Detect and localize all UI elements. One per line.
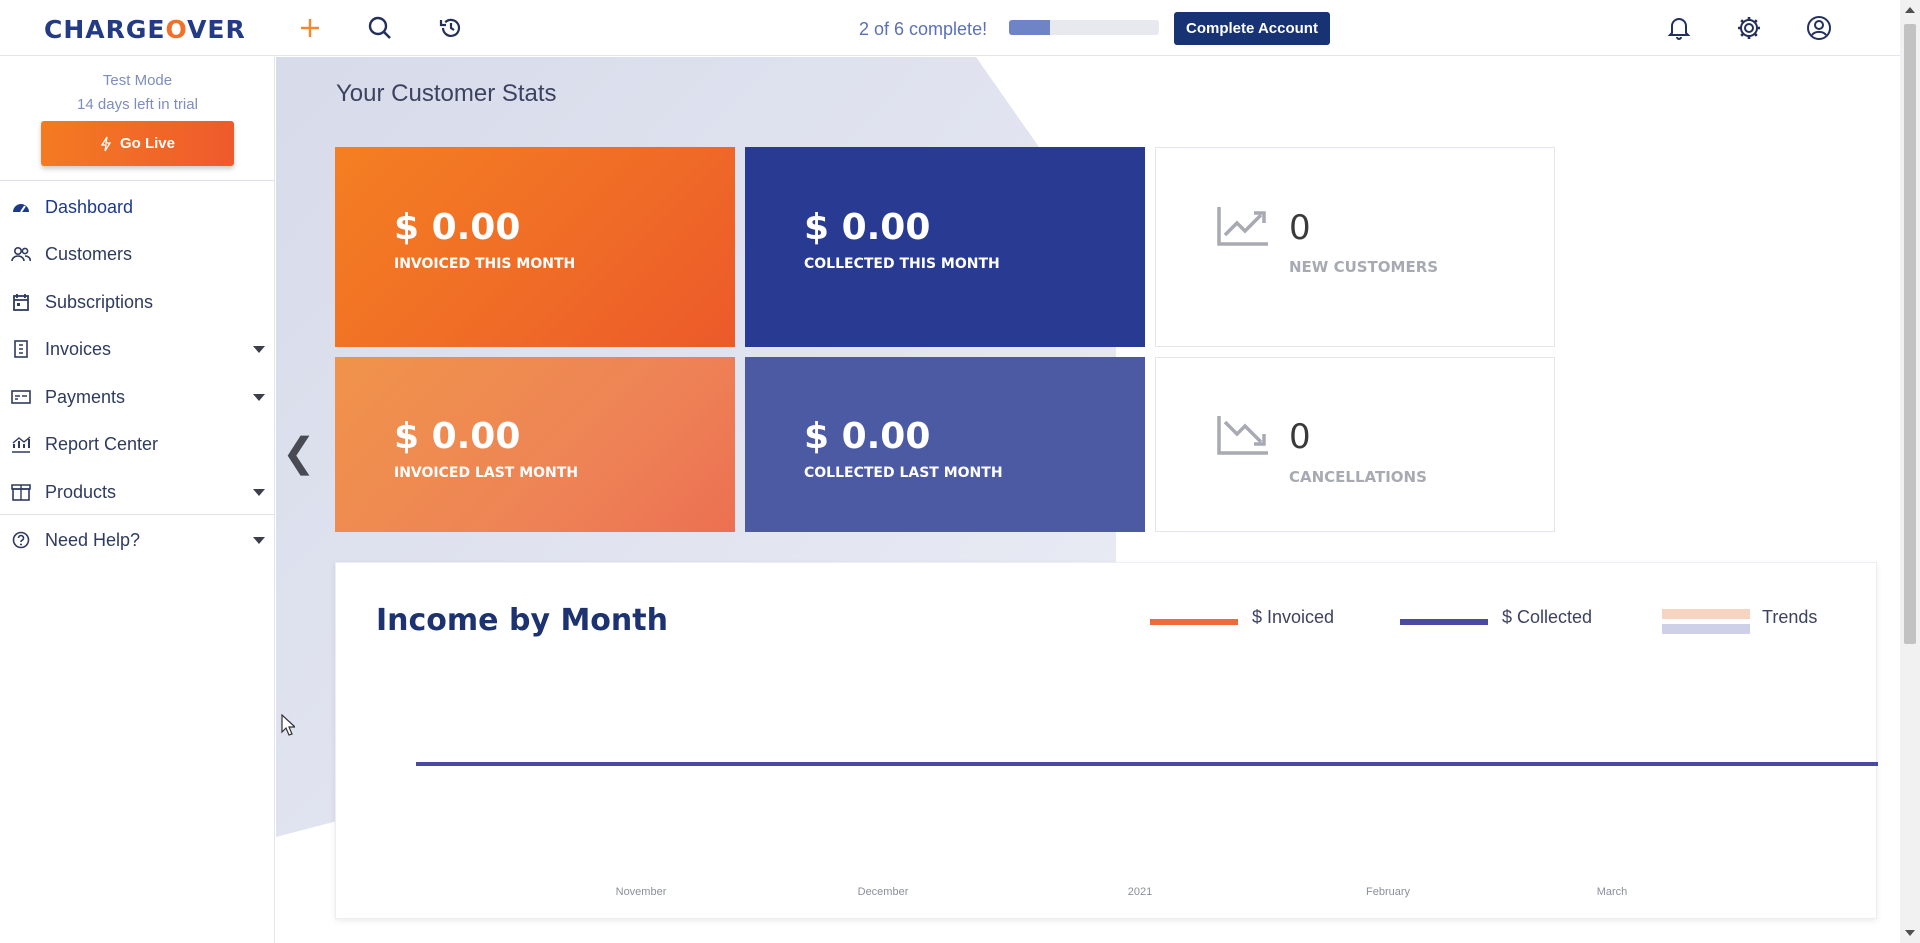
go-live-button[interactable]: Go Live <box>41 121 234 166</box>
onboarding-progress-fill <box>1009 20 1050 35</box>
scrollbar-thumb[interactable] <box>1904 24 1916 644</box>
stat-value: 0 <box>1289 417 1311 457</box>
legend-swatch-trends-bottom <box>1662 624 1750 634</box>
bell-icon[interactable] <box>1663 12 1695 44</box>
sidebar-item-label: Dashboard <box>45 196 134 217</box>
payment-card-icon <box>11 390 31 404</box>
sidebar-item-label: Invoices <box>45 338 112 359</box>
users-icon <box>11 246 31 262</box>
dashboard-icon <box>13 204 29 213</box>
legend-label-invoiced[interactable]: $ Invoiced <box>1252 607 1335 627</box>
card-amount: $ 0.00 <box>394 207 521 248</box>
chargeover-logo[interactable]: CHARGEOVER <box>44 15 246 44</box>
test-mode-label: Test Mode <box>102 72 173 89</box>
legend-label-collected[interactable]: $ Collected <box>1502 607 1593 627</box>
card-caption: COLLECTED THIS MONTH <box>804 256 1000 272</box>
sidebar-item-invoices[interactable]: Invoices <box>0 329 275 369</box>
go-live-label: Go Live <box>119 135 175 152</box>
logo-text-o: O <box>165 15 188 44</box>
legend-label-trends[interactable]: Trends <box>1762 607 1818 627</box>
card-amount: $ 0.00 <box>804 416 931 457</box>
search-icon[interactable] <box>364 12 396 44</box>
card-caption: INVOICED THIS MONTH <box>394 256 576 272</box>
chevron-down-icon[interactable] <box>253 489 265 496</box>
sidebar-item-label: Customers <box>45 243 133 264</box>
chevron-down-icon[interactable] <box>253 394 265 401</box>
x-tick-label: February <box>1366 886 1411 898</box>
sidebar-divider <box>0 180 275 181</box>
onboarding-progress-text: 2 of 6 complete! <box>859 19 988 39</box>
card-invoiced-this-month: $ 0.00 INVOICED THIS MONTH <box>335 147 735 347</box>
card-amount: $ 0.00 <box>394 416 521 457</box>
card-cancellations: 0 CANCELLATIONS <box>1155 357 1555 532</box>
legend-swatch-trends-top <box>1662 609 1750 619</box>
lightning-icon <box>100 136 112 151</box>
sidebar-item-subscriptions[interactable]: Subscriptions <box>0 282 275 322</box>
sidebar-item-label: Payments <box>45 386 126 407</box>
sidebar-item-label: Need Help? <box>45 529 141 550</box>
question-circle-icon <box>12 531 30 549</box>
trend-down-icon <box>1217 416 1268 455</box>
history-icon[interactable] <box>435 12 467 44</box>
income-chart-panel: Income by Month $ Invoiced $ Collected T… <box>335 562 1878 919</box>
trial-days-label: 14 days left in trial <box>77 96 198 113</box>
plus-icon[interactable] <box>294 12 326 44</box>
card-invoiced-last-month: $ 0.00 INVOICED LAST MONTH <box>335 357 735 532</box>
page-scrollbar[interactable] <box>1900 0 1920 943</box>
trial-info: Test Mode 14 days left in trial <box>0 69 275 117</box>
trend-up-icon <box>1217 207 1268 246</box>
sidebar-item-payments[interactable]: Payments <box>0 377 275 417</box>
x-tick-label: December <box>858 886 909 898</box>
chevron-down-icon[interactable] <box>253 537 265 544</box>
complete-account-button[interactable]: Complete Account <box>1174 12 1330 45</box>
sidebar-item-label: Subscriptions <box>45 291 154 312</box>
legend-swatch-collected <box>1400 619 1488 625</box>
onboarding-progress-bar <box>1009 20 1159 35</box>
scroll-down-icon[interactable] <box>1905 930 1915 936</box>
report-chart-icon <box>12 436 31 453</box>
calendar-icon <box>13 294 29 311</box>
chevron-down-icon[interactable] <box>253 346 265 353</box>
card-collected-this-month: $ 0.00 COLLECTED THIS MONTH <box>745 147 1145 347</box>
box-icon <box>11 484 31 501</box>
sidebar-item-need-help[interactable]: Need Help? <box>0 520 275 560</box>
card-caption: COLLECTED LAST MONTH <box>804 465 1003 481</box>
x-tick-label: March <box>1597 886 1628 898</box>
sidebar-item-products[interactable]: Products <box>0 472 275 512</box>
sidebar-item-customers[interactable]: Customers <box>0 234 275 274</box>
sidebar-item-report-center[interactable]: Report Center <box>0 424 275 464</box>
gear-icon[interactable] <box>1733 12 1765 44</box>
mouse-cursor-icon <box>281 714 295 736</box>
card-caption: INVOICED LAST MONTH <box>394 465 579 481</box>
stat-value: 0 <box>1289 208 1311 248</box>
logo-text-charge: CHARGE <box>44 15 166 44</box>
sidebar-item-label: Report Center <box>45 433 159 454</box>
logo-text-ver: VER <box>187 15 246 44</box>
x-tick-label: 2021 <box>1128 886 1152 898</box>
income-line-chart: November December 2021 February March <box>416 762 1878 898</box>
card-new-customers: 0 NEW CUSTOMERS <box>1155 147 1555 347</box>
sidebar-item-label: Products <box>45 481 117 502</box>
x-tick-label: November <box>616 886 667 898</box>
card-amount: $ 0.00 <box>804 207 931 248</box>
card-collected-last-month: $ 0.00 COLLECTED LAST MONTH <box>745 357 1145 532</box>
sidebar: Test Mode 14 days left in trial Go Live … <box>0 57 275 943</box>
sidebar-divider <box>0 514 275 515</box>
sidebar-collapse-icon[interactable]: ❮ <box>282 431 316 475</box>
legend-swatch-invoiced <box>1150 619 1238 625</box>
user-circle-icon[interactable] <box>1803 12 1835 44</box>
stat-caption: NEW CUSTOMERS <box>1289 258 1439 276</box>
page-title: Your Customer Stats <box>336 80 557 107</box>
chart-title: Income by Month <box>376 603 668 638</box>
invoice-icon <box>14 340 28 358</box>
sidebar-item-dashboard[interactable]: Dashboard <box>0 187 275 227</box>
scroll-up-icon[interactable] <box>1905 7 1915 13</box>
stat-caption: CANCELLATIONS <box>1289 468 1427 486</box>
top-bar: CHARGEOVER 2 of 6 complete! Complete Acc… <box>0 0 1900 56</box>
